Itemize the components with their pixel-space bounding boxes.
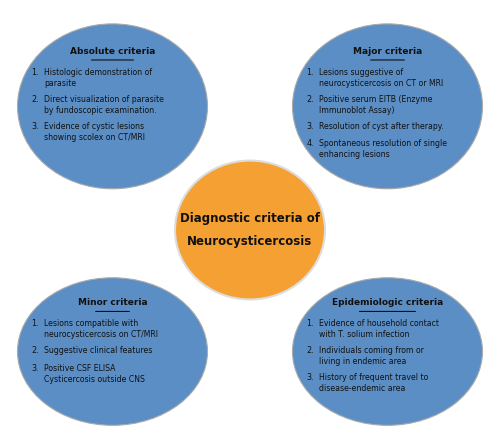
Text: 4.: 4. [306, 139, 314, 148]
Text: Lesions suggestive of
neurocysticercosis on CT or MRI: Lesions suggestive of neurocysticercosis… [319, 68, 443, 88]
Text: Lesions compatible with
neurocysticercosis on CT/MRI: Lesions compatible with neurocysticercos… [44, 319, 158, 339]
Text: Resolution of cyst after therapy.: Resolution of cyst after therapy. [319, 122, 444, 131]
Ellipse shape [175, 161, 325, 299]
Text: Epidemiologic criteria: Epidemiologic criteria [332, 299, 443, 307]
Text: Absolute criteria: Absolute criteria [70, 47, 155, 56]
Text: 1.: 1. [306, 68, 314, 77]
Text: Positive serum EITB (Enzyme
Immunoblot Assay): Positive serum EITB (Enzyme Immunoblot A… [319, 95, 432, 115]
Text: Evidence of cystic lesions
showing scolex on CT/MRI: Evidence of cystic lesions showing scole… [44, 122, 145, 142]
Text: Positive CSF ELISA
Cysticercosis outside CNS: Positive CSF ELISA Cysticercosis outside… [44, 364, 145, 384]
Ellipse shape [292, 24, 482, 189]
Text: Diagnostic criteria of
Neurocysticercosis: Diagnostic criteria of Neurocysticercosi… [180, 212, 320, 248]
Text: 2.: 2. [32, 346, 39, 355]
Ellipse shape [18, 278, 208, 425]
Text: 1.: 1. [32, 68, 39, 77]
Text: 1.: 1. [306, 319, 314, 328]
Text: 3.: 3. [306, 122, 314, 131]
Ellipse shape [18, 24, 208, 189]
Text: Direct visualization of parasite
by fundoscopic examination.: Direct visualization of parasite by fund… [44, 95, 164, 115]
Text: 1.: 1. [32, 319, 39, 328]
Text: Minor criteria: Minor criteria [78, 299, 148, 307]
Text: Histologic demonstration of
parasite: Histologic demonstration of parasite [44, 68, 152, 88]
Text: History of frequent travel to
disease-endemic area: History of frequent travel to disease-en… [319, 373, 428, 393]
Text: Evidence of household contact
with T. solium infection: Evidence of household contact with T. so… [319, 319, 439, 339]
Text: 3.: 3. [32, 122, 39, 131]
Text: 2.: 2. [32, 95, 39, 104]
Text: 3.: 3. [306, 373, 314, 382]
Text: 3.: 3. [32, 364, 39, 372]
Text: Individuals coming from or
living in endemic area: Individuals coming from or living in end… [319, 346, 424, 366]
Text: Suggestive clinical features: Suggestive clinical features [44, 346, 152, 355]
Text: Spontaneous resolution of single
enhancing lesions: Spontaneous resolution of single enhanci… [319, 139, 447, 159]
Text: 2.: 2. [306, 95, 314, 104]
Ellipse shape [292, 278, 482, 425]
Text: 2.: 2. [306, 346, 314, 355]
Text: Major criteria: Major criteria [353, 47, 422, 56]
